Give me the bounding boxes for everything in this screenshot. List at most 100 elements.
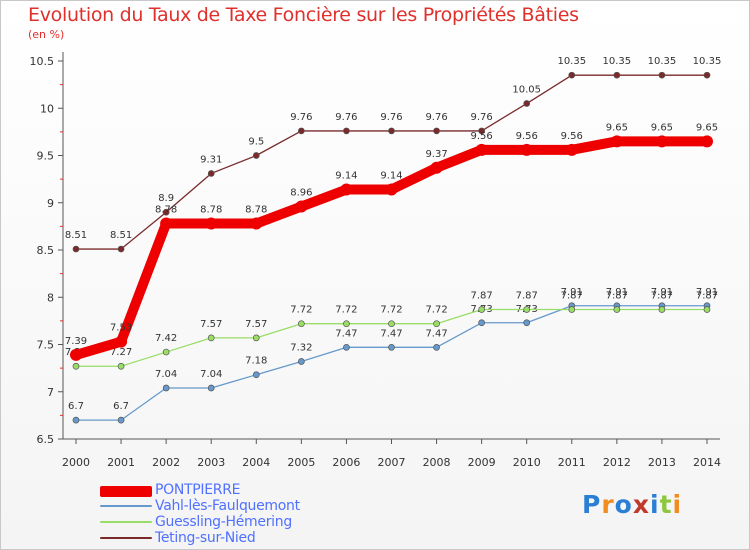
x-tick-label: 2000 bbox=[62, 456, 90, 469]
data-label-vahl-l-s-faulquemont: 7.91 bbox=[651, 287, 673, 298]
data-point-teting-sur-nied bbox=[298, 127, 305, 135]
data-point-teting-sur-nied bbox=[478, 127, 485, 135]
data-point-guessling-h-mering bbox=[613, 306, 621, 313]
data-label-guessling-h-mering: 7.87 bbox=[606, 291, 628, 302]
data-point-pontpierre bbox=[701, 135, 713, 148]
data-label-guessling-h-mering: 7.72 bbox=[380, 305, 402, 316]
data-label-vahl-l-s-faulquemont: 7.18 bbox=[245, 356, 267, 367]
data-point-guessling-h-mering bbox=[523, 306, 531, 313]
data-point-teting-sur-nied bbox=[117, 245, 125, 253]
data-label-teting-sur-nied: 9.31 bbox=[200, 154, 222, 165]
data-label-teting-sur-nied: 9.5 bbox=[248, 137, 264, 148]
data-point-guessling-h-mering bbox=[252, 334, 260, 342]
data-label-pontpierre: 8.78 bbox=[155, 205, 177, 216]
data-point-teting-sur-nied bbox=[72, 245, 80, 253]
data-point-pontpierre bbox=[250, 217, 263, 230]
legend-label-guessling: Guessling-Hémering bbox=[155, 514, 292, 530]
data-point-teting-sur-nied bbox=[207, 170, 215, 177]
logo-letter: P bbox=[582, 490, 602, 519]
data-label-vahl-l-s-faulquemont: 7.91 bbox=[561, 287, 583, 298]
data-label-teting-sur-nied: 10.35 bbox=[603, 56, 632, 67]
legend-label-vahl: Vahl-lès-Faulquemont bbox=[155, 498, 300, 514]
data-point-vahl-l-s-faulquemont bbox=[433, 343, 440, 351]
data-label-guessling-h-mering: 7.72 bbox=[425, 305, 447, 316]
data-label-vahl-l-s-faulquemont: 7.91 bbox=[606, 287, 628, 298]
data-point-guessling-h-mering bbox=[703, 306, 711, 313]
data-point-vahl-l-s-faulquemont bbox=[207, 384, 215, 392]
data-label-guessling-h-mering: 7.57 bbox=[245, 319, 267, 330]
y-tick-label: 7 bbox=[47, 386, 54, 399]
data-point-vahl-l-s-faulquemont bbox=[252, 371, 260, 379]
y-tick-label: 8.5 bbox=[37, 244, 55, 257]
logo-letter: x bbox=[632, 490, 650, 519]
data-point-pontpierre bbox=[295, 200, 308, 213]
data-label-teting-sur-nied: 10.05 bbox=[512, 85, 541, 96]
data-label-teting-sur-nied: 9.76 bbox=[380, 112, 402, 123]
data-point-guessling-h-mering bbox=[162, 348, 170, 356]
data-point-vahl-l-s-faulquemont bbox=[162, 384, 170, 392]
data-label-teting-sur-nied: 9.76 bbox=[471, 112, 493, 123]
data-label-guessling-h-mering: 7.72 bbox=[290, 305, 312, 316]
data-point-teting-sur-nied bbox=[388, 127, 395, 135]
data-label-pontpierre: 8.78 bbox=[200, 205, 222, 216]
data-label-vahl-l-s-faulquemont: 6.7 bbox=[68, 401, 84, 412]
data-point-pontpierre bbox=[160, 217, 173, 230]
data-point-pontpierre bbox=[655, 135, 668, 148]
data-point-pontpierre bbox=[475, 143, 488, 156]
data-label-vahl-l-s-faulquemont: 7.04 bbox=[155, 369, 177, 380]
logo-letter: o bbox=[614, 490, 633, 519]
data-label-guessling-h-mering: 7.87 bbox=[471, 291, 493, 302]
data-label-pontpierre: 9.65 bbox=[651, 122, 673, 133]
data-label-guessling-h-mering: 7.87 bbox=[651, 291, 673, 302]
data-label-guessling-h-mering: 7.72 bbox=[335, 305, 357, 316]
logo-letter: i bbox=[672, 490, 683, 519]
data-point-vahl-l-s-faulquemont bbox=[523, 319, 531, 327]
data-point-pontpierre bbox=[205, 217, 218, 230]
data-label-pontpierre: 9.56 bbox=[471, 131, 493, 142]
data-label-guessling-h-mering: 7.57 bbox=[200, 319, 222, 330]
data-label-guessling-h-mering: 7.42 bbox=[155, 333, 177, 344]
data-point-vahl-l-s-faulquemont bbox=[478, 319, 485, 327]
data-point-guessling-h-mering bbox=[658, 306, 666, 313]
legend-swatch-pontpierre bbox=[100, 486, 152, 497]
x-tick-label: 2010 bbox=[513, 456, 541, 469]
data-label-pontpierre: 9.65 bbox=[606, 122, 628, 133]
data-point-vahl-l-s-faulquemont bbox=[343, 343, 350, 351]
data-point-vahl-l-s-faulquemont bbox=[72, 416, 80, 424]
data-label-vahl-l-s-faulquemont: 7.91 bbox=[696, 287, 718, 298]
data-point-vahl-l-s-faulquemont bbox=[298, 358, 305, 365]
data-label-pontpierre: 8.78 bbox=[245, 205, 267, 216]
logo-letter: t bbox=[659, 490, 673, 519]
data-label-teting-sur-nied: 9.76 bbox=[425, 112, 447, 123]
data-label-teting-sur-nied: 10.35 bbox=[648, 56, 677, 67]
x-tick-label: 2013 bbox=[648, 456, 676, 469]
logo-letter: r bbox=[601, 490, 615, 519]
x-tick-label: 2012 bbox=[603, 456, 631, 469]
data-label-guessling-h-mering: 7.27 bbox=[110, 347, 132, 358]
logo-letter: i bbox=[650, 490, 660, 519]
data-label-teting-sur-nied: 8.9 bbox=[158, 193, 174, 204]
data-point-guessling-h-mering bbox=[343, 320, 350, 328]
x-tick-label: 2011 bbox=[558, 456, 586, 469]
data-point-teting-sur-nied bbox=[658, 71, 666, 79]
legend-swatch-vahl bbox=[100, 505, 152, 507]
y-tick-label: 9 bbox=[47, 197, 54, 210]
data-point-guessling-h-mering bbox=[433, 320, 440, 328]
data-point-guessling-h-mering bbox=[72, 362, 80, 370]
data-point-pontpierre bbox=[520, 143, 533, 156]
data-point-teting-sur-nied bbox=[252, 152, 260, 159]
data-label-pontpierre: 8.96 bbox=[290, 188, 312, 199]
data-point-pontpierre bbox=[430, 161, 443, 174]
data-point-teting-sur-nied bbox=[162, 208, 170, 216]
x-tick-label: 2004 bbox=[242, 456, 270, 469]
data-label-guessling-h-mering: 7.87 bbox=[516, 291, 538, 302]
data-point-pontpierre bbox=[70, 348, 82, 361]
data-point-vahl-l-s-faulquemont bbox=[388, 343, 395, 351]
data-label-teting-sur-nied: 9.76 bbox=[335, 112, 357, 123]
x-tick-label: 2008 bbox=[423, 456, 451, 469]
data-label-vahl-l-s-faulquemont: 7.32 bbox=[290, 343, 312, 354]
data-label-pontpierre: 7.53 bbox=[110, 323, 132, 334]
legend-label-pontpierre: PONTPIERRE bbox=[155, 482, 241, 498]
y-tick-label: 8 bbox=[47, 291, 54, 304]
